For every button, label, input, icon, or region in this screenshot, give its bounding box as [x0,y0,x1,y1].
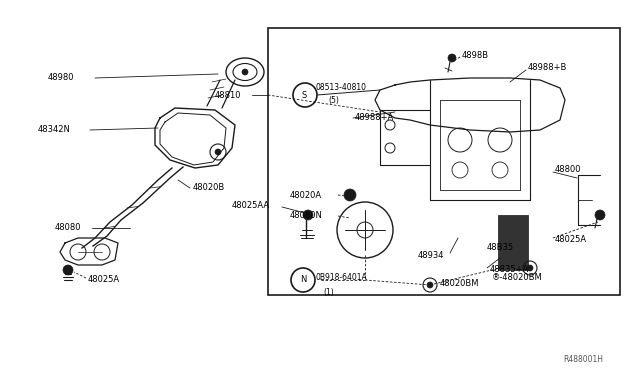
Circle shape [595,210,605,220]
Text: 48080N: 48080N [290,211,323,219]
Circle shape [303,210,313,220]
Bar [268,28,620,295]
Circle shape [63,265,73,275]
Text: 4898B: 4898B [462,51,489,60]
Text: 48988+B: 48988+B [528,64,568,73]
Text: (5): (5) [328,96,339,105]
Text: 48810: 48810 [215,90,241,99]
Bar [498,215,528,270]
Text: 08513-40810: 08513-40810 [315,83,366,93]
Text: 48025A: 48025A [555,235,587,244]
Text: 48025AA: 48025AA [232,201,270,209]
Text: 48020BM: 48020BM [440,279,479,289]
Text: 48980: 48980 [48,74,74,83]
Text: 0B918-6401A: 0B918-6401A [315,273,367,282]
Circle shape [344,189,356,201]
Circle shape [427,282,433,288]
Text: ®-48020BM: ®-48020BM [492,273,543,282]
Text: 48800: 48800 [555,166,582,174]
Text: 48020B: 48020B [193,183,225,192]
Text: 48835+A: 48835+A [490,266,529,275]
Text: 48B35: 48B35 [487,244,514,253]
Circle shape [527,265,533,271]
Text: 48934: 48934 [418,250,445,260]
Text: 48988+A: 48988+A [355,113,394,122]
Text: 48020A: 48020A [290,190,322,199]
Text: (1): (1) [323,288,333,296]
Circle shape [242,69,248,75]
Text: N: N [300,276,307,285]
Text: 48025A: 48025A [88,276,120,285]
Circle shape [448,54,456,62]
Circle shape [215,149,221,155]
Text: R488001H: R488001H [563,356,603,365]
Text: S: S [301,90,307,99]
Text: 48342N: 48342N [38,125,71,135]
Text: 48080: 48080 [55,224,81,232]
